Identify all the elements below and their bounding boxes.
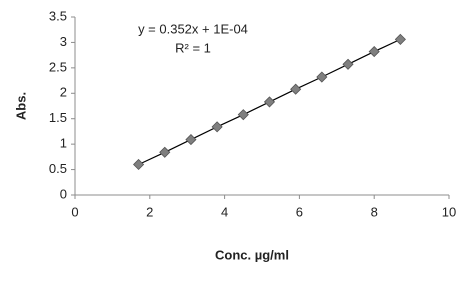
data-point <box>290 83 302 95</box>
y-tick-label: 0 <box>60 186 67 201</box>
data-point <box>316 71 328 83</box>
data-point <box>263 96 276 108</box>
data-point <box>159 146 171 158</box>
data-point <box>185 134 197 146</box>
trendline-equation: y = 0.352x + 1E-04 <box>138 21 248 36</box>
y-tick-label: 1.5 <box>49 110 67 125</box>
data-point <box>394 33 406 45</box>
data-point <box>211 121 223 133</box>
y-tick-label: 2 <box>60 85 67 100</box>
x-tick-label: 6 <box>296 204 303 219</box>
x-tick-label: 10 <box>442 204 456 219</box>
r-squared: R² = 1 <box>175 40 211 55</box>
data-point <box>368 46 380 58</box>
x-tick-label: 8 <box>371 204 378 219</box>
x-tick-label: 2 <box>146 204 153 219</box>
y-tick-label: 3 <box>60 34 67 49</box>
x-axis-label: Conc. µg/ml <box>215 247 289 262</box>
data-point <box>342 58 354 70</box>
y-tick-label: 1 <box>60 136 67 151</box>
y-tick-label: 0.5 <box>49 161 67 176</box>
y-axis-label: Abs. <box>13 92 28 120</box>
x-tick-label: 0 <box>71 204 78 219</box>
data-point <box>133 158 145 171</box>
y-tick-label: 2.5 <box>49 59 67 74</box>
data-point <box>237 109 249 121</box>
y-tick-label: 3.5 <box>49 8 67 23</box>
x-tick-label: 4 <box>221 204 228 219</box>
